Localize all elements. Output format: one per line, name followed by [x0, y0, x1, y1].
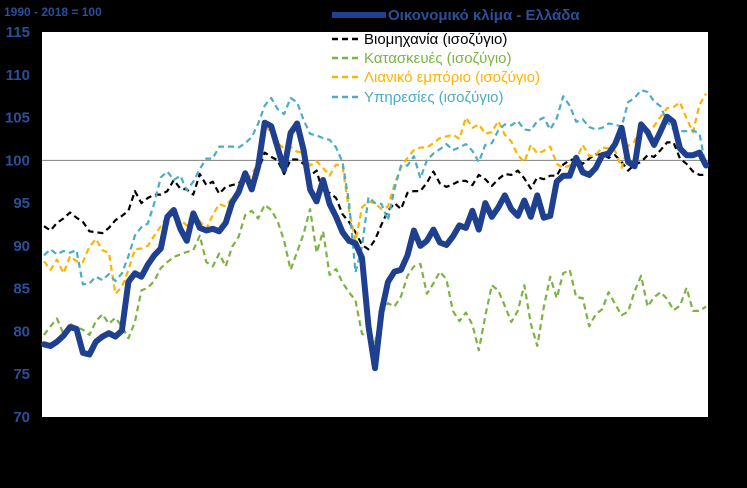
legend-label-0: Οικονομικό κλίμα - Ελλάδα: [388, 7, 580, 24]
series-line-3: [43, 93, 707, 295]
y-tick-label: 110: [6, 67, 30, 84]
y-tick-label: 90: [13, 238, 30, 255]
legend-label-3: Λιανικό εμπόριο (ισοζύγιο): [364, 69, 540, 86]
y-tick-label: 95: [13, 195, 30, 212]
series-line-0: [41, 113, 709, 372]
y-tick-label: 100: [5, 152, 30, 169]
index-base-note: 1990 - 2018 = 100: [4, 5, 102, 19]
y-tick-label: 115: [6, 24, 30, 41]
y-tick-label: 105: [5, 110, 30, 127]
y-tick-label: 80: [13, 323, 30, 340]
y-tick-label: 85: [13, 281, 30, 298]
y-tick-label: 75: [13, 366, 30, 383]
legend-label-1: Βιομηχανία (ισοζύγιο): [364, 31, 507, 48]
series-line-1: [43, 141, 706, 251]
legend-label-4: Υπηρεσίες (ισοζύγιο): [364, 89, 504, 106]
y-tick-label: 70: [13, 409, 30, 426]
y-axis: 70 75 80 85 90 95 100 105 110 115: [5, 24, 30, 426]
legend-label-2: Κατασκευές (ισοζύγιο): [364, 50, 512, 67]
series-line-4: [43, 89, 708, 286]
series-lines: [41, 89, 709, 372]
legend: Οικονομικό κλίμα - Ελλάδα Βιομηχανία (ισο…: [332, 7, 580, 106]
